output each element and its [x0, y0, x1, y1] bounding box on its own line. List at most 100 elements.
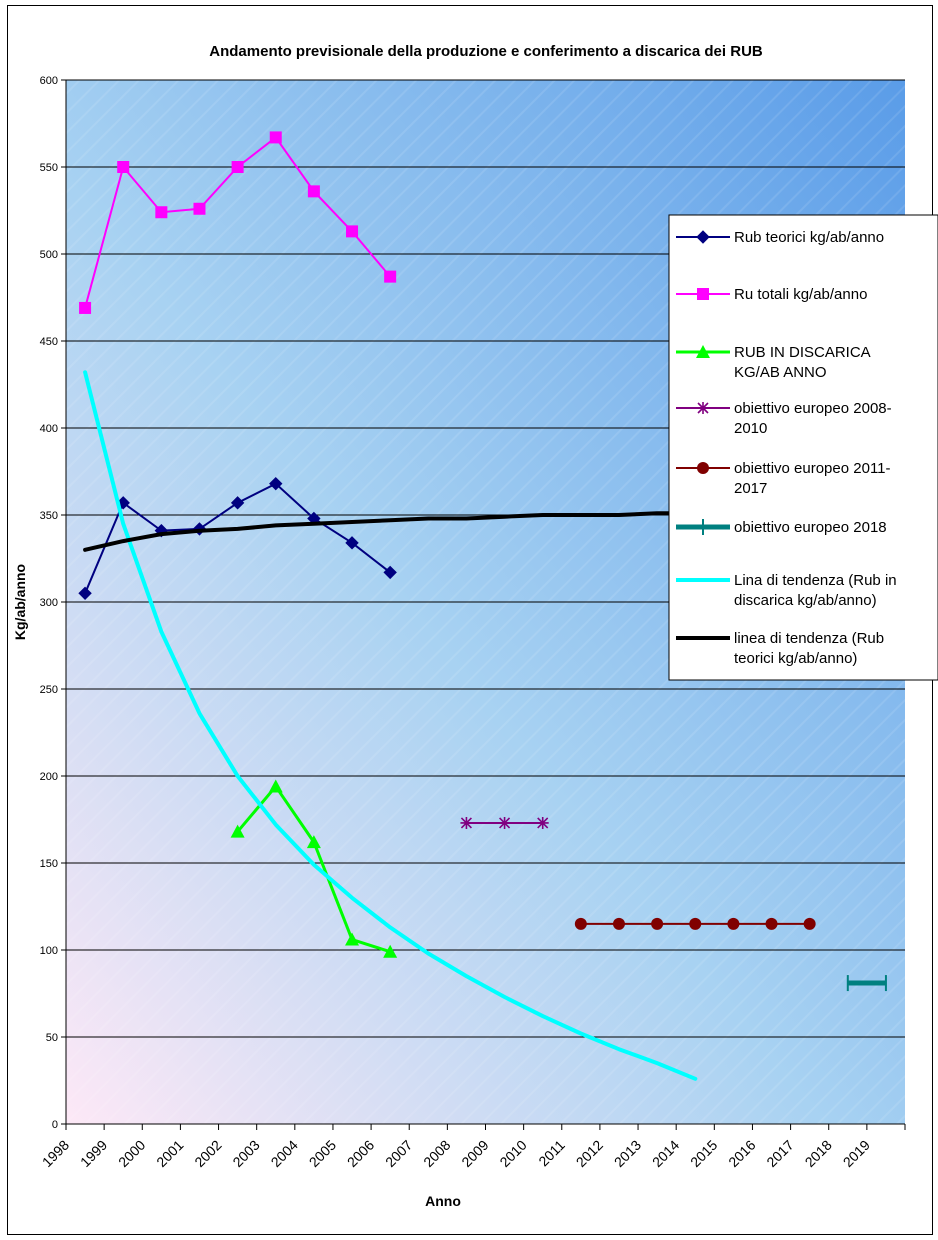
series-layer [78, 131, 887, 1081]
y-tick-label: 550 [40, 162, 58, 174]
ru-totali-kg-ab-anno-point [346, 225, 359, 238]
y-tick-label: 0 [52, 1119, 58, 1131]
x-axis-label: Anno [425, 1193, 461, 1209]
series-obiettivo-europeo-2018 [846, 975, 887, 992]
y-tick-label: 350 [40, 510, 58, 522]
obiettivo-europeo-2011-2017-point [651, 917, 664, 930]
rub-in-discarica-kg-ab-anno-point [306, 835, 321, 849]
legend-label: obiettivo europeo 2011- [734, 460, 891, 477]
x-tick-label: 2000 [115, 1137, 148, 1170]
y-tick-label: 400 [40, 423, 58, 435]
x-tick-label: 1998 [39, 1137, 72, 1170]
legend-label: RUB IN DISCARICA [734, 344, 871, 361]
legend-point [696, 345, 710, 358]
legend-label: teorici kg/ab/anno) [734, 650, 857, 667]
x-tick-label: 2001 [153, 1137, 186, 1170]
axes [65, 80, 906, 1130]
rub-teorici-kg-ab-anno-point [78, 586, 92, 601]
x-tick-label: 2009 [458, 1137, 491, 1170]
rub-teorici-kg-ab-anno-point [269, 476, 283, 491]
series-obiettivo-europeo-2008-2010 [460, 816, 549, 829]
legend-label: linea di tendenza (Rub [734, 630, 884, 647]
obiettivo-europeo-2008-2010-point [460, 816, 473, 829]
legend-entry-obiettivo-europeo-2018: obiettivo europeo 2018 [676, 519, 887, 536]
chart-title: Andamento previsionale della produzione … [209, 43, 763, 60]
x-tick-label: 2017 [763, 1137, 796, 1170]
legend-label: 2017 [734, 480, 767, 497]
obiettivo-europeo-2011-2017-point [803, 917, 816, 930]
x-tick-label: 2008 [420, 1137, 453, 1170]
obiettivo-europeo-2011-2017-point [689, 917, 702, 930]
rub-teorici-kg-ab-anno-point [230, 496, 245, 510]
ru-totali-kg-ab-anno-point [384, 270, 397, 283]
legend-label: obiettivo europeo 2008- [734, 400, 892, 417]
trendline-lina-di-tendenza-rub-in-discarica-kg-ab-anno [83, 370, 698, 1081]
rub-teorici-kg-ab-anno-point [383, 565, 397, 580]
ru-totali-kg-ab-anno-point [117, 161, 130, 173]
x-tick-label: 2011 [535, 1137, 568, 1170]
ru-totali-kg-ab-anno-point [269, 131, 282, 144]
x-tick-label: 2007 [382, 1137, 415, 1170]
y-tick-label: 500 [40, 249, 58, 261]
x-tick-label: 2004 [268, 1137, 301, 1170]
x-tick-label: 2005 [306, 1137, 339, 1170]
obiettivo-europeo-2011-2017-point [727, 917, 740, 930]
x-tick-label: 2018 [802, 1137, 835, 1170]
legend-label: obiettivo europeo 2018 [734, 519, 887, 536]
y-axis-label: Kg/ab/anno [12, 564, 28, 640]
legend-entry-ru-totali-kg-ab-anno: Ru totali kg/ab/anno [676, 286, 867, 303]
x-tick-label: 2010 [496, 1137, 529, 1170]
legend-entry-lina-di-tendenza-rub-in-discarica-kg-ab-anno: Lina di tendenza (Rub in discarica kg/ab/… [676, 572, 897, 609]
obiettivo-europeo-2011-2017-point [574, 917, 587, 930]
rub-in-discarica-kg-ab-anno-point [345, 932, 360, 946]
x-tick-label: 2019 [840, 1137, 873, 1170]
series-lina-di-tendenza-rub-in-discarica-kg-ab-anno [83, 370, 698, 1081]
x-tick-label: 2006 [344, 1137, 377, 1170]
x-tick-label: 2012 [573, 1137, 606, 1170]
x-tick-label: 2014 [649, 1137, 682, 1170]
obiettivo-europeo-2011-2017-point [612, 917, 625, 930]
legend-entry-obiettivo-europeo-2011-2017: obiettivo europeo 2011- 2017 [676, 460, 891, 497]
y-tick-label: 150 [40, 858, 58, 870]
x-tick-label: 2003 [229, 1137, 262, 1170]
legend-point [697, 402, 709, 414]
y-tick-labels: 0 50 100 150 200 250 300 350 400 450 500 550 600 [40, 75, 58, 1131]
legend-box [668, 214, 938, 681]
y-tick-label: 600 [40, 75, 58, 87]
legend-label: KG/AB ANNO [734, 364, 827, 381]
ru-totali-kg-ab-anno-point [231, 161, 244, 173]
ru-totali-kg-ab-anno-point [155, 206, 168, 219]
x-tick-label: 2016 [725, 1137, 758, 1170]
obiettivo-europeo-2008-2010-point [536, 816, 549, 829]
series-rub-in-discarica-kg-ab-anno [230, 779, 398, 958]
y-tick-label: 450 [40, 336, 58, 348]
legend-point [697, 462, 709, 474]
x-tick-label: 2002 [191, 1137, 224, 1170]
y-tick-label: 50 [46, 1032, 58, 1044]
rub-in-discarica-kg-ab-anno-point [230, 824, 245, 838]
series-obiettivo-europeo-2011-2017 [574, 917, 816, 930]
x-tick-labels: 1998 1999 2000 2001 2002 2003 2004 2005 2006 2007… [39, 1137, 873, 1170]
legend: Rub teorici kg/ab/anno Ru totali kg/ab/an… [668, 214, 938, 681]
rub-teorici-kg-ab-anno-point [345, 536, 359, 550]
legend-label: discarica kg/ab/anno) [734, 592, 877, 609]
rub-in-discarica-kg-ab-anno-point [383, 944, 398, 958]
y-tick-label: 250 [40, 684, 58, 696]
y-tick-label: 300 [40, 597, 58, 609]
series-ru-totali-kg-ab-anno [79, 131, 397, 314]
ru-totali-kg-ab-anno-point [193, 202, 206, 215]
obiettivo-europeo-2008-2010-point [498, 816, 511, 829]
legend-label: Lina di tendenza (Rub in [734, 572, 897, 589]
legend-point [697, 288, 709, 300]
legend-entry-rub-in-discarica-kg-ab-anno: RUB IN DISCARICA KG/AB ANNO [676, 344, 871, 381]
legend-label: 2010 [734, 420, 767, 437]
legend-label: Ru totali kg/ab/anno [734, 286, 867, 303]
x-tick-label: 1999 [77, 1137, 110, 1170]
x-tick-label: 2013 [611, 1137, 644, 1170]
legend-label: Rub teorici kg/ab/anno [734, 229, 884, 246]
ru-totali-kg-ab-anno-point [79, 301, 92, 314]
series-linea-di-tendenza-rub-teorici-kg-ab-anno [83, 511, 736, 552]
legend-point [696, 230, 710, 244]
x-tick-label: 2015 [687, 1137, 720, 1170]
